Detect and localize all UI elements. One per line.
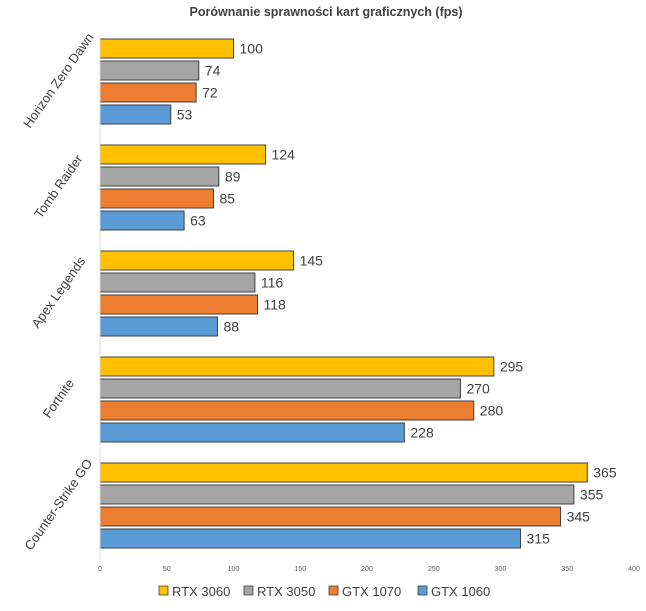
bar-horizon-zero-dawn-gtx-1070 [99,82,197,103]
x-tick-label-400: 400 [628,566,640,573]
data-label-apex-legends-gtx-1070: 118 [264,297,287,313]
legend-item-gtx-1060: GTX 1060 [417,584,490,599]
category-label-horizon-zero-dawn: Horizon Zero Dawn [20,30,97,130]
legend: RTX 3060 RTX 3050 GTX 1070 GTX 1060 [158,584,490,599]
legend-label-rtx-3050: RTX 3050 [257,584,315,599]
data-label-apex-legends-rtx-3050: 116 [261,275,284,291]
bar-group-counter-strike-go: 365 355 345 315 [99,462,617,549]
bar-horizon-zero-dawn-gtx-1060 [99,104,172,125]
legend-item-gtx-1070: GTX 1070 [328,584,401,599]
data-label-tomb-raider-rtx-3050: 89 [225,169,241,185]
category-label-counter-strike-go: Counter-Strike GO [21,456,95,553]
category-label-fortnite: Fortnite [40,376,78,421]
bar-apex-legends-rtx-3050 [99,272,256,293]
bar-horizon-zero-dawn-rtx-3050 [99,60,200,81]
bar-apex-legends-rtx-3060 [99,250,295,271]
x-tick-label-150: 150 [294,566,306,573]
x-tick-label-200: 200 [361,566,373,573]
bar-tomb-raider-rtx-3050 [99,166,220,187]
data-label-fortnite-rtx-3050: 270 [466,381,490,397]
data-label-apex-legends-rtx-3060: 145 [300,253,324,269]
category-label-tomb-raider: Tomb Raider [31,151,86,221]
data-label-horizon-zero-dawn-gtx-1070: 72 [202,85,218,101]
category-label-apex-legends: Apex Legends [28,254,88,331]
data-label-apex-legends-gtx-1060: 88 [223,319,239,335]
legend-item-rtx-3050: RTX 3050 [243,584,315,599]
chart-title: Porównanie sprawności kart graficznych (… [190,5,463,19]
x-tick-label-250: 250 [428,566,440,573]
bar-counter-strike-go-rtx-3060 [99,462,588,483]
bar-fortnite-rtx-3060 [99,356,495,377]
x-tick-label-350: 350 [561,566,573,573]
x-tick-label-300: 300 [495,566,507,573]
legend-swatch-gtx-1070 [328,585,339,596]
data-label-counter-strike-go-gtx-1070: 345 [567,509,591,525]
bar-counter-strike-go-gtx-1070 [99,506,562,527]
bar-group-fortnite: 295 270 280 228 [99,356,524,443]
bar-group-tomb-raider: 124 89 85 63 [99,144,296,231]
data-label-tomb-raider-rtx-3060: 124 [272,147,296,163]
bar-fortnite-rtx-3050 [99,378,461,399]
data-label-fortnite-rtx-3060: 295 [500,359,524,375]
data-label-counter-strike-go-rtx-3060: 365 [593,465,617,481]
legend-item-rtx-3060: RTX 3060 [158,584,230,599]
data-label-horizon-zero-dawn-rtx-3050: 74 [205,63,221,79]
data-label-horizon-zero-dawn-rtx-3060: 100 [240,41,264,57]
legend-label-rtx-3060: RTX 3060 [172,584,230,599]
x-tick-label-100: 100 [228,566,240,573]
data-label-counter-strike-go-gtx-1060: 315 [527,531,551,547]
legend-swatch-rtx-3050 [243,585,254,596]
data-label-counter-strike-go-rtx-3050: 355 [580,487,604,503]
data-label-fortnite-gtx-1060: 228 [410,425,434,441]
data-label-fortnite-gtx-1070: 280 [480,403,504,419]
bar-fortnite-gtx-1060 [99,422,405,443]
x-tick-label-0: 0 [98,566,102,573]
data-label-horizon-zero-dawn-gtx-1060: 53 [177,107,193,123]
bar-group-apex-legends: 145 116 118 88 [99,250,324,337]
legend-label-gtx-1070: GTX 1070 [342,584,401,599]
bar-counter-strike-go-gtx-1060 [99,528,522,549]
legend-swatch-rtx-3060 [158,585,169,596]
bar-tomb-raider-gtx-1070 [99,188,214,209]
bar-apex-legends-gtx-1070 [99,294,259,315]
bar-apex-legends-gtx-1060 [99,316,218,337]
bar-tomb-raider-gtx-1060 [99,210,185,231]
legend-label-gtx-1060: GTX 1060 [431,584,490,599]
data-label-tomb-raider-gtx-1060: 63 [190,213,206,229]
bars-layer: 100 74 72 53 124 89 85 63 145 116 118 88 295 270 280 22… [99,38,617,549]
bar-tomb-raider-rtx-3060 [99,144,267,165]
bar-counter-strike-go-rtx-3050 [99,484,575,505]
legend-swatch-gtx-1060 [417,585,428,596]
bar-group-horizon-zero-dawn: 100 74 72 53 [99,38,264,125]
bar-horizon-zero-dawn-rtx-3060 [99,38,234,59]
data-label-tomb-raider-gtx-1070: 85 [219,191,235,207]
x-tick-label-50: 50 [163,566,171,573]
bar-fortnite-gtx-1070 [99,400,475,421]
